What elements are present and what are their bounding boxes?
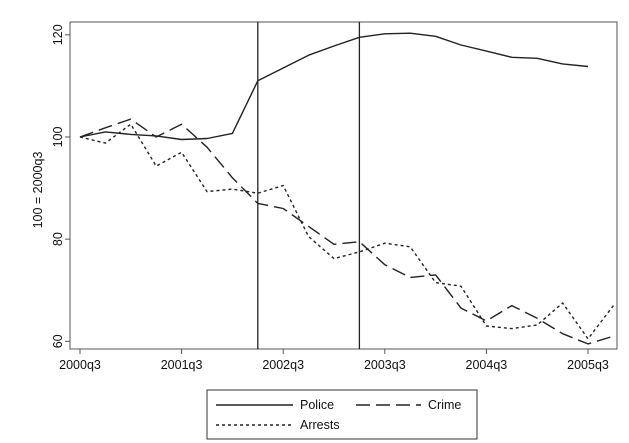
series-police-line bbox=[79, 32, 589, 141]
x-tick-label: 2002q3 bbox=[262, 358, 304, 372]
x-tick-label: 2003q3 bbox=[364, 358, 406, 372]
series-lines bbox=[79, 32, 614, 345]
x-tick-label: 2001q3 bbox=[161, 358, 203, 372]
legend-label-crime: Crime bbox=[428, 398, 461, 412]
y-tick-label: 80 bbox=[51, 232, 65, 246]
series-crime-line bbox=[79, 118, 614, 345]
x-axis: 2000q3 2001q3 2002q3 2003q3 2004q3 2005q3 bbox=[59, 349, 609, 372]
series-arrests-line bbox=[79, 123, 614, 340]
y-tick-label: 120 bbox=[51, 24, 65, 45]
x-tick-label: 2000q3 bbox=[59, 358, 101, 372]
y-axis-title: 100 = 2000q3 bbox=[31, 152, 45, 229]
y-tick-label: 60 bbox=[51, 334, 65, 348]
y-tick-label: 100 bbox=[51, 126, 65, 147]
vertical-reference-lines bbox=[257, 22, 361, 349]
legend-label-arrests: Arrests bbox=[300, 418, 340, 432]
legend-label-police: Police bbox=[300, 398, 334, 412]
legend: Police Crime Arrests bbox=[206, 389, 478, 440]
plot-area bbox=[69, 21, 618, 350]
y-axis: 60 80 100 120 bbox=[51, 24, 70, 348]
x-tick-label: 2005q3 bbox=[567, 358, 609, 372]
x-tick-label: 2004q3 bbox=[466, 358, 508, 372]
